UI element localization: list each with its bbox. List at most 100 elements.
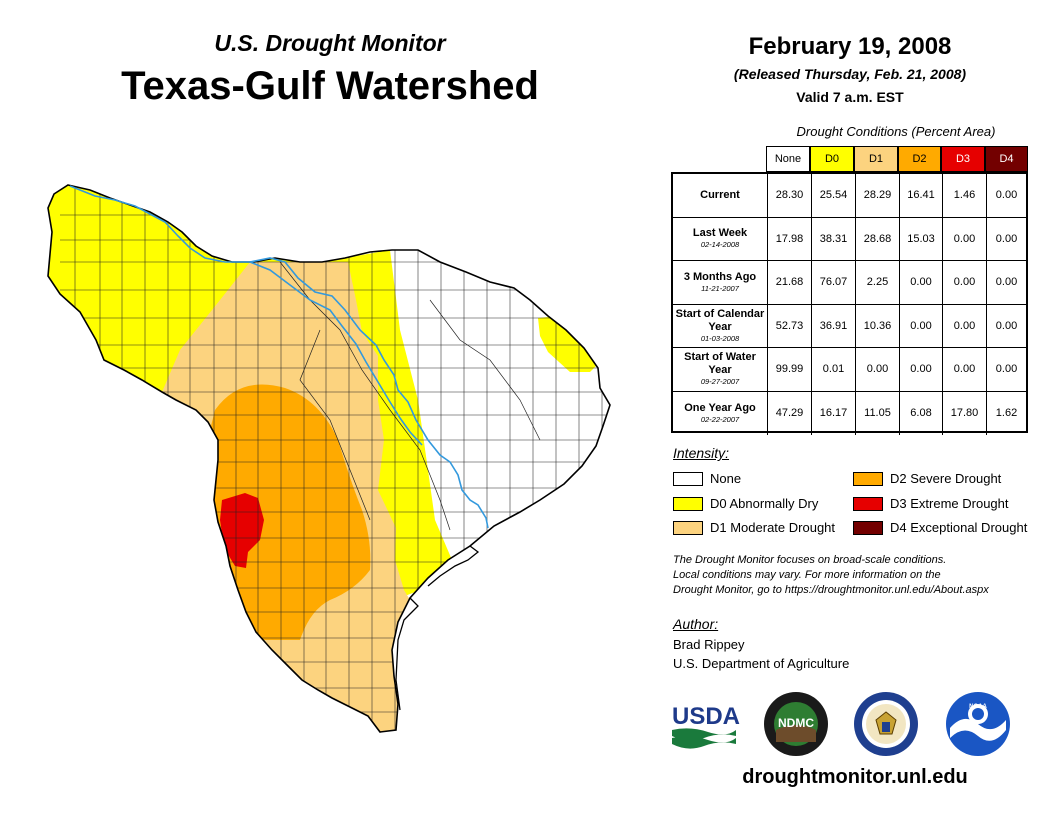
- noaa-logo: NOAA: [946, 692, 1010, 756]
- table-cell: 16.41: [900, 174, 943, 217]
- col-header-d1: D1: [854, 146, 898, 172]
- county-boundaries: [60, 185, 610, 732]
- table-cell: 0.00: [995, 276, 1018, 289]
- table-cell: 2.25: [856, 261, 900, 304]
- table-cell: 11.05: [856, 391, 900, 435]
- noaa-logo-text: NOAA: [969, 704, 987, 710]
- legend-label: D4 Exceptional Drought: [890, 520, 1028, 535]
- legend-swatch: [853, 496, 883, 511]
- usda-logo: USDA: [672, 703, 740, 749]
- table-cell: 6.08: [900, 391, 943, 435]
- legend-item-d0: D0 Abnormally Dry: [673, 496, 818, 511]
- col-header-d0: D0: [810, 146, 854, 172]
- table-cell: 0.00: [943, 217, 987, 260]
- valid-time: Valid 7 a.m. EST: [796, 89, 904, 105]
- legend-item-d2: D2 Severe Drought: [853, 471, 1001, 486]
- table-cell: 0.00: [856, 348, 900, 391]
- map-title: Texas-Gulf Watershed: [121, 64, 539, 108]
- legend-swatch: [673, 520, 703, 535]
- row-label: Current: [673, 174, 768, 217]
- table-cell: 0.00: [995, 189, 1018, 202]
- legend-label: D3 Extreme Drought: [890, 496, 1009, 511]
- legend-swatch: [673, 471, 703, 486]
- legend-swatch: [673, 496, 703, 511]
- author-label: Author:: [673, 616, 719, 632]
- row-title: Last Week: [692, 227, 748, 240]
- table-cell: 0.00: [943, 348, 987, 391]
- table-cell: 38.31: [812, 217, 856, 260]
- table-row: 3 Months Ago 11-21-2007 21.68 76.07 2.25 …: [673, 261, 1026, 305]
- table-cell: 36.91: [812, 304, 856, 347]
- row-date: 01-03-2008: [700, 333, 740, 343]
- legend-label: D1 Moderate Drought: [710, 520, 836, 535]
- table-cell: 0.00: [943, 261, 987, 304]
- table-cell: 0.00: [900, 261, 943, 304]
- table-row: Last Week 02-14-2008 17.98 38.31 28.68 15…: [673, 217, 1026, 261]
- legend-label: D0 Abnormally Dry: [710, 496, 819, 511]
- legend-swatch: [853, 471, 883, 486]
- row-date: 02-22-2007: [700, 414, 740, 424]
- row-label: Last Week 02-14-2008: [673, 217, 768, 260]
- note-line: Local conditions may vary. For more info…: [673, 569, 941, 581]
- table-cell: 99.99: [768, 348, 812, 391]
- coastline: [395, 545, 480, 711]
- disclaimer-note: The Drought Monitor focuses on broad-sca…: [673, 553, 1043, 598]
- table-cell: 10.36: [856, 304, 900, 347]
- ndmc-logo: NDMC: [764, 692, 828, 756]
- col-label-d4: D4: [999, 153, 1014, 165]
- row-title: Start of Water Year: [684, 351, 756, 377]
- row-date: 11-21-2007: [701, 283, 739, 293]
- commerce-seal: [854, 692, 918, 756]
- row-label: Start of Water Year 09-27-2007: [673, 348, 768, 391]
- legend-label: D2 Severe Drought: [890, 471, 1002, 486]
- table-cell: 0.00: [900, 348, 943, 391]
- table-cell: 25.54: [812, 174, 856, 217]
- table-row: One Year Ago 02-22-2007 47.29 16.17 11.05…: [673, 391, 1026, 435]
- table-cell: 21.68: [768, 261, 812, 304]
- row-title: Current: [700, 188, 740, 201]
- col-label-d1: D1: [868, 153, 884, 165]
- row-label: One Year Ago 02-22-2007: [673, 391, 768, 435]
- map-subtitle: U.S. Drought Monitor: [214, 30, 446, 56]
- table-row: Start of Water Year 09-27-2007 99.99 0.01…: [673, 348, 1026, 392]
- col-label-none: None: [774, 153, 802, 165]
- table-row: Start of Calendar Year 01-03-2008 52.73 3…: [673, 304, 1026, 348]
- ndmc-logo-text: NDMC: [778, 716, 814, 730]
- table-row: Current 28.30 25.54 28.29 16.41 1.46 0.0…: [673, 174, 1026, 218]
- col-header-none: None: [766, 146, 810, 172]
- legend-swatch: [853, 520, 883, 535]
- author-organization: U.S. Department of Agriculture: [673, 656, 850, 671]
- row-title: One Year Ago: [684, 401, 756, 414]
- col-header-d4: D4: [985, 146, 1028, 172]
- table-cell: 1.62: [995, 407, 1018, 420]
- table-caption: Drought Conditions (Percent Area): [796, 124, 996, 139]
- table-cell: 1.46: [943, 174, 987, 217]
- table-cell: 17.98: [768, 217, 812, 260]
- author-name: Brad Rippey: [673, 637, 745, 652]
- rivers: [69, 185, 489, 529]
- legend-label: None: [710, 471, 742, 486]
- legend-item-d4: D4 Exceptional Drought: [853, 520, 1027, 535]
- table-cell: 28.30: [768, 174, 812, 217]
- legend-item-d3: D3 Extreme Drought: [853, 496, 1009, 511]
- table-cell: 0.00: [995, 363, 1018, 376]
- website-url[interactable]: droughtmonitor.unl.edu: [742, 766, 968, 788]
- row-date: 02-14-2008: [700, 240, 740, 250]
- table-cell: 28.68: [856, 217, 900, 260]
- table-cell: 28.29: [856, 174, 900, 217]
- table-cell: 16.17: [812, 391, 856, 435]
- col-header-d2: D2: [898, 146, 941, 172]
- row-label: Start of Calendar Year 01-03-2008: [673, 304, 768, 347]
- table-cell: 0.00: [995, 232, 1018, 245]
- row-title: Start of Calendar Year: [675, 307, 765, 333]
- table-cell: 15.03: [900, 217, 943, 260]
- table-cell: 47.29: [768, 391, 812, 435]
- legend-item-d1: D1 Moderate Drought: [673, 520, 835, 535]
- table-cell: 52.73: [768, 304, 812, 347]
- table-cell: 0.00: [943, 304, 987, 347]
- note-line: Drought Monitor, go to https://droughtmo…: [673, 584, 989, 596]
- drought-map: [47, 184, 611, 733]
- release-date: (Released Thursday, Feb. 21, 2008): [733, 66, 967, 82]
- col-label-d3: D3: [955, 153, 971, 165]
- legend-title: Intensity:: [673, 445, 730, 461]
